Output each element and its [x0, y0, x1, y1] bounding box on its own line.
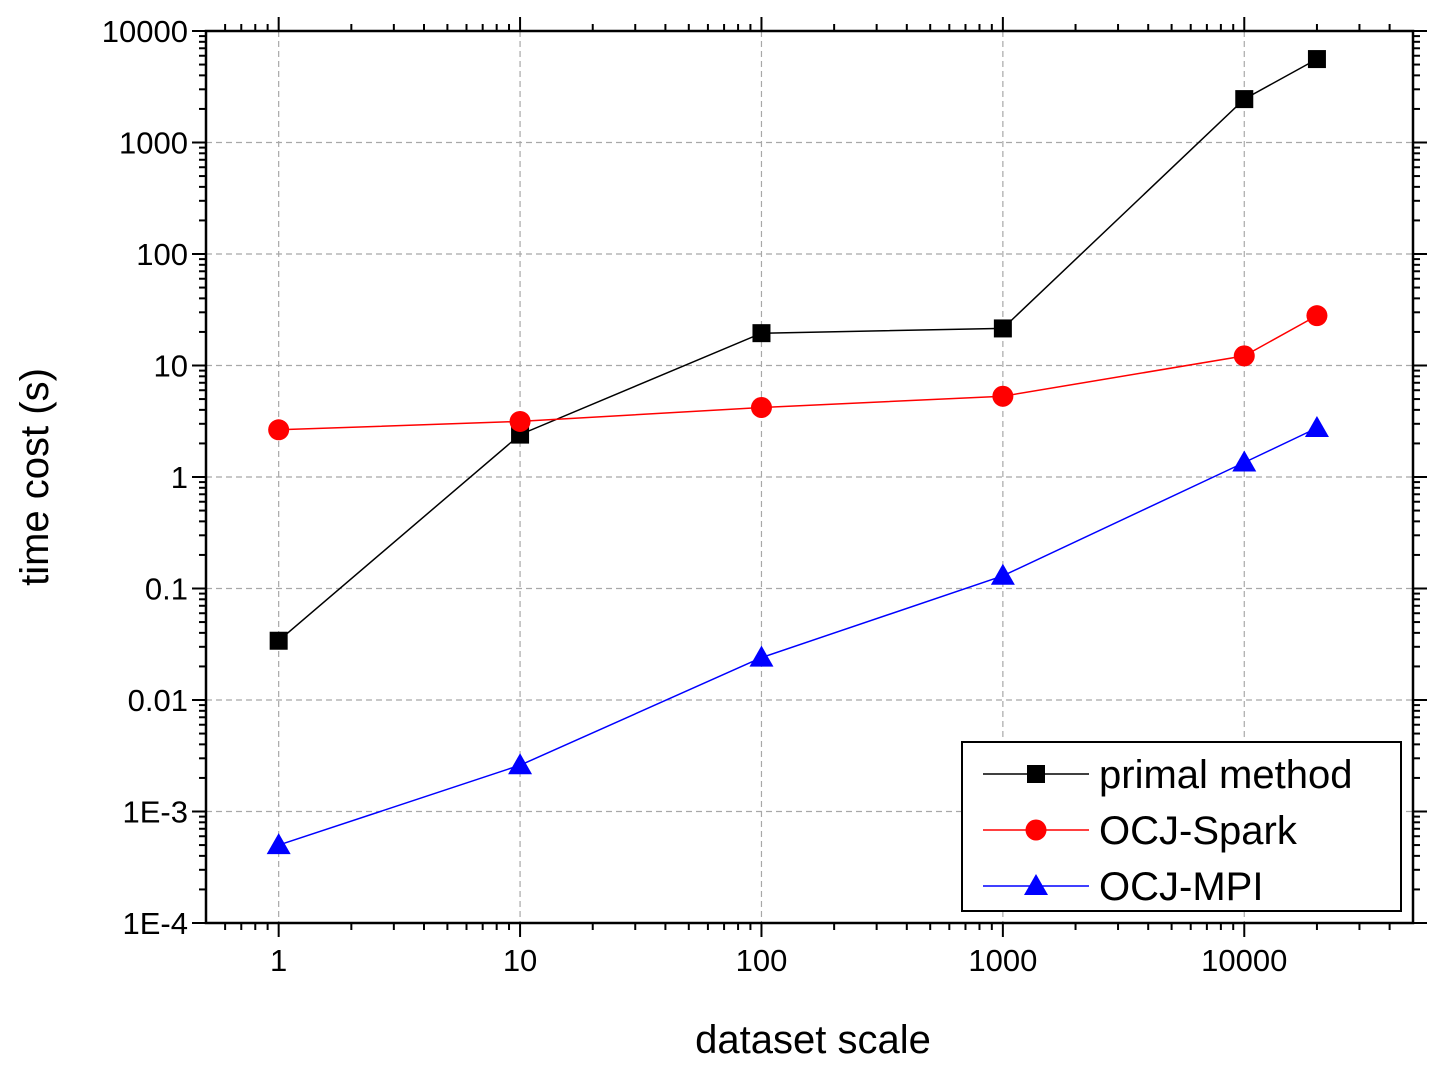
y-tick-label: 1E-3	[123, 795, 188, 830]
y-tick-label: 1000	[119, 126, 188, 161]
data-point-ocj-spark	[268, 419, 290, 441]
y-tick-label: 0.1	[145, 572, 188, 607]
legend-label: OCJ-MPI	[1099, 865, 1263, 909]
legend-label: OCJ-Spark	[1099, 809, 1298, 853]
data-point-primal-method	[752, 324, 771, 343]
series-ocj-spark	[268, 305, 1328, 441]
data-point-primal-method	[1235, 90, 1254, 109]
grid-layer	[206, 31, 1413, 923]
data-point-ocj-spark	[992, 385, 1014, 407]
y-tick-label: 100	[136, 237, 188, 272]
legend-entry-ocj-spark: OCJ-Spark	[983, 809, 1298, 853]
y-tick-label: 1E-4	[123, 906, 188, 941]
x-tick-label: 10	[503, 943, 537, 978]
data-point-primal-method	[993, 319, 1012, 338]
legend: primal method OCJ-Spark OCJ-MPI	[961, 741, 1402, 912]
x-tick-label: 1000	[968, 943, 1037, 978]
series-line-primal-method	[278, 58, 1318, 642]
legend-entry-ocj-mpi: OCJ-MPI	[983, 865, 1263, 909]
data-point-ocj-mpi	[266, 833, 291, 855]
y-tick-label: 10000	[102, 14, 188, 49]
y-tick-label: 0.01	[128, 683, 188, 718]
y-tick-label: 10	[154, 349, 188, 384]
legend-marker	[1024, 874, 1048, 895]
data-point-ocj-spark	[1233, 345, 1255, 367]
data-point-ocj-mpi	[508, 753, 533, 775]
series-layer	[266, 50, 1329, 855]
series-ocj-mpi	[266, 416, 1329, 855]
data-point-primal-method	[269, 631, 288, 650]
series-primal-method	[269, 50, 1326, 650]
data-point-ocj-mpi	[1232, 450, 1257, 472]
x-tick-label: 100	[736, 943, 788, 978]
x-tick-label: 1	[270, 943, 287, 978]
axes-layer: 1 10 100 1000 10000 1E-4 1E-3 0.01 0.1 1 10 100 1000…	[102, 14, 1427, 978]
legend-marker	[1025, 819, 1047, 841]
x-axis-title: dataset scale	[695, 1018, 931, 1062]
data-point-ocj-mpi	[990, 563, 1015, 585]
x-tick-label: 10000	[1201, 943, 1287, 978]
legend-entry-primal-method: primal method	[983, 753, 1352, 797]
data-point-ocj-mpi	[1304, 416, 1329, 438]
y-axis-title: time cost (s)	[13, 368, 57, 586]
data-point-ocj-spark	[750, 397, 772, 419]
data-point-ocj-spark	[1306, 305, 1328, 327]
series-line-ocj-spark	[278, 314, 1318, 431]
y-tick-label: 1	[171, 460, 188, 495]
data-point-ocj-spark	[509, 410, 531, 432]
legend-marker	[1027, 765, 1045, 783]
data-point-ocj-mpi	[749, 645, 774, 667]
series-line-ocj-mpi	[278, 427, 1318, 846]
data-point-primal-method	[1307, 50, 1326, 69]
legend-label: primal method	[1099, 753, 1352, 797]
